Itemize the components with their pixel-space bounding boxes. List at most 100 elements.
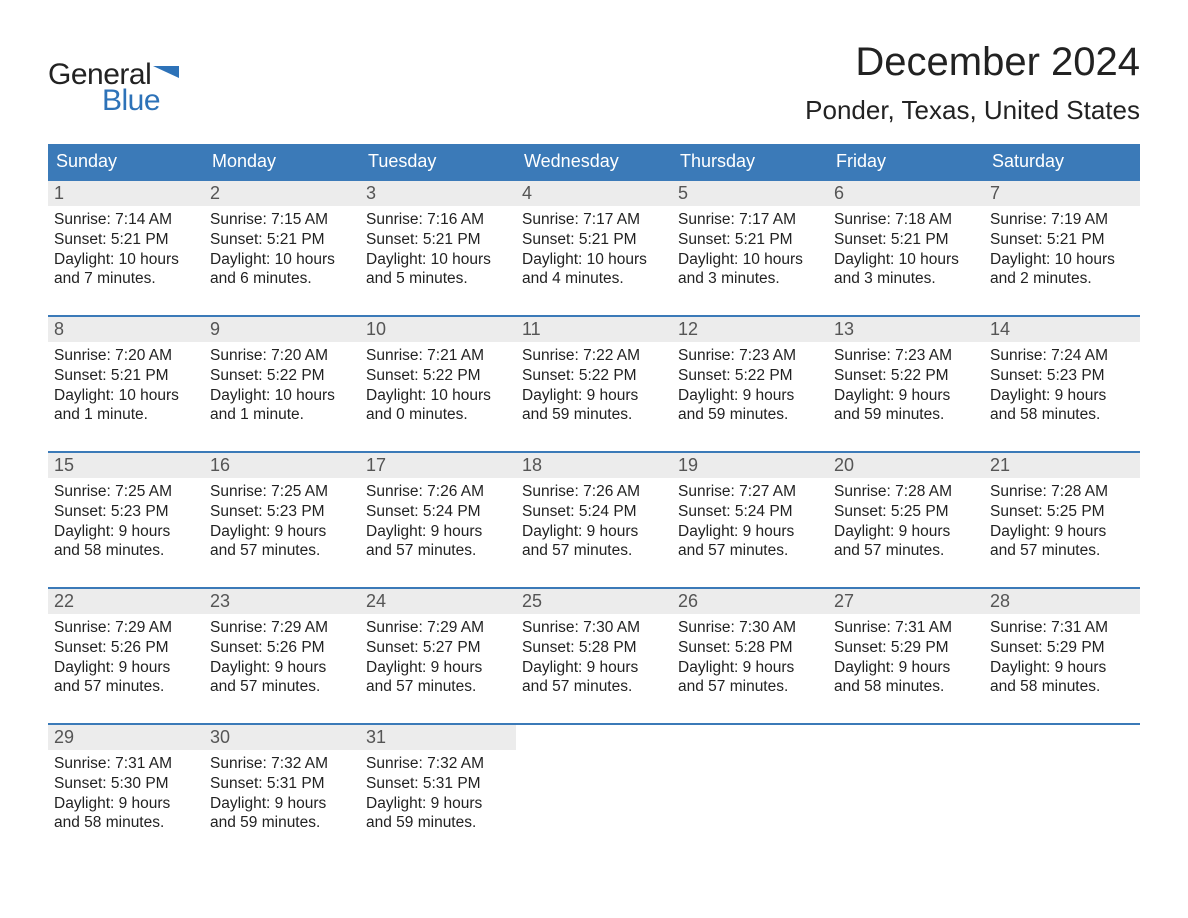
sunset-text: Sunset: 5:31 PM bbox=[366, 774, 510, 794]
daylight-text-1: Daylight: 9 hours bbox=[990, 658, 1134, 678]
sunset-text: Sunset: 5:29 PM bbox=[990, 638, 1134, 658]
calendar: Sunday Monday Tuesday Wednesday Thursday… bbox=[48, 144, 1140, 841]
day-number: 13 bbox=[828, 317, 984, 342]
day-cell: 10Sunrise: 7:21 AMSunset: 5:22 PMDayligh… bbox=[360, 317, 516, 433]
daylight-text-2: and 6 minutes. bbox=[210, 269, 354, 289]
day-body: Sunrise: 7:30 AMSunset: 5:28 PMDaylight:… bbox=[516, 614, 672, 701]
daylight-text-2: and 57 minutes. bbox=[990, 541, 1134, 561]
weekday-tue: Tuesday bbox=[360, 144, 516, 179]
daylight-text-1: Daylight: 9 hours bbox=[210, 794, 354, 814]
day-number: 17 bbox=[360, 453, 516, 478]
daylight-text-2: and 59 minutes. bbox=[834, 405, 978, 425]
day-cell: 2Sunrise: 7:15 AMSunset: 5:21 PMDaylight… bbox=[204, 181, 360, 297]
daylight-text-1: Daylight: 9 hours bbox=[522, 522, 666, 542]
daylight-text-1: Daylight: 9 hours bbox=[54, 658, 198, 678]
daylight-text-2: and 0 minutes. bbox=[366, 405, 510, 425]
day-cell: 22Sunrise: 7:29 AMSunset: 5:26 PMDayligh… bbox=[48, 589, 204, 705]
sunrise-text: Sunrise: 7:14 AM bbox=[54, 210, 198, 230]
sunrise-text: Sunrise: 7:19 AM bbox=[990, 210, 1134, 230]
day-number: 16 bbox=[204, 453, 360, 478]
day-number: 7 bbox=[984, 181, 1140, 206]
day-cell: 23Sunrise: 7:29 AMSunset: 5:26 PMDayligh… bbox=[204, 589, 360, 705]
day-number: 8 bbox=[48, 317, 204, 342]
daylight-text-1: Daylight: 10 hours bbox=[678, 250, 822, 270]
day-cell: 1Sunrise: 7:14 AMSunset: 5:21 PMDaylight… bbox=[48, 181, 204, 297]
daylight-text-1: Daylight: 9 hours bbox=[834, 386, 978, 406]
weekday-header: Sunday Monday Tuesday Wednesday Thursday… bbox=[48, 144, 1140, 179]
day-body: Sunrise: 7:18 AMSunset: 5:21 PMDaylight:… bbox=[828, 206, 984, 293]
day-cell: .. bbox=[516, 725, 672, 841]
day-number: 10 bbox=[360, 317, 516, 342]
daylight-text-1: Daylight: 9 hours bbox=[678, 658, 822, 678]
sunrise-text: Sunrise: 7:31 AM bbox=[54, 754, 198, 774]
day-cell: 28Sunrise: 7:31 AMSunset: 5:29 PMDayligh… bbox=[984, 589, 1140, 705]
daylight-text-1: Daylight: 9 hours bbox=[522, 658, 666, 678]
sunset-text: Sunset: 5:30 PM bbox=[54, 774, 198, 794]
daylight-text-2: and 7 minutes. bbox=[54, 269, 198, 289]
sunrise-text: Sunrise: 7:29 AM bbox=[366, 618, 510, 638]
sunset-text: Sunset: 5:24 PM bbox=[522, 502, 666, 522]
sunrise-text: Sunrise: 7:24 AM bbox=[990, 346, 1134, 366]
daylight-text-1: Daylight: 9 hours bbox=[834, 658, 978, 678]
sunset-text: Sunset: 5:28 PM bbox=[678, 638, 822, 658]
day-number: 28 bbox=[984, 589, 1140, 614]
sunset-text: Sunset: 5:31 PM bbox=[210, 774, 354, 794]
day-cell: 14Sunrise: 7:24 AMSunset: 5:23 PMDayligh… bbox=[984, 317, 1140, 433]
day-body: Sunrise: 7:31 AMSunset: 5:29 PMDaylight:… bbox=[828, 614, 984, 701]
sunrise-text: Sunrise: 7:31 AM bbox=[834, 618, 978, 638]
day-number: 31 bbox=[360, 725, 516, 750]
weekday-mon: Monday bbox=[204, 144, 360, 179]
logo-text-blue: Blue bbox=[102, 84, 160, 118]
day-cell: 4Sunrise: 7:17 AMSunset: 5:21 PMDaylight… bbox=[516, 181, 672, 297]
daylight-text-1: Daylight: 9 hours bbox=[834, 522, 978, 542]
day-body: Sunrise: 7:32 AMSunset: 5:31 PMDaylight:… bbox=[360, 750, 516, 837]
daylight-text-2: and 59 minutes. bbox=[210, 813, 354, 833]
daylight-text-2: and 57 minutes. bbox=[210, 541, 354, 561]
weekday-fri: Friday bbox=[828, 144, 984, 179]
sunrise-text: Sunrise: 7:25 AM bbox=[54, 482, 198, 502]
day-number: 11 bbox=[516, 317, 672, 342]
daylight-text-2: and 59 minutes. bbox=[366, 813, 510, 833]
daylight-text-2: and 58 minutes. bbox=[990, 677, 1134, 697]
sunset-text: Sunset: 5:26 PM bbox=[210, 638, 354, 658]
daylight-text-1: Daylight: 9 hours bbox=[366, 522, 510, 542]
sunset-text: Sunset: 5:24 PM bbox=[366, 502, 510, 522]
daylight-text-2: and 58 minutes. bbox=[54, 813, 198, 833]
sunrise-text: Sunrise: 7:31 AM bbox=[990, 618, 1134, 638]
day-cell: 21Sunrise: 7:28 AMSunset: 5:25 PMDayligh… bbox=[984, 453, 1140, 569]
day-body: Sunrise: 7:20 AMSunset: 5:21 PMDaylight:… bbox=[48, 342, 204, 429]
day-body: Sunrise: 7:17 AMSunset: 5:21 PMDaylight:… bbox=[672, 206, 828, 293]
day-number: 23 bbox=[204, 589, 360, 614]
sunset-text: Sunset: 5:21 PM bbox=[522, 230, 666, 250]
title-block: December 2024 Ponder, Texas, United Stat… bbox=[805, 40, 1140, 126]
sunrise-text: Sunrise: 7:22 AM bbox=[522, 346, 666, 366]
day-cell: 31Sunrise: 7:32 AMSunset: 5:31 PMDayligh… bbox=[360, 725, 516, 841]
day-body: Sunrise: 7:29 AMSunset: 5:26 PMDaylight:… bbox=[204, 614, 360, 701]
daylight-text-1: Daylight: 9 hours bbox=[54, 522, 198, 542]
day-cell: 20Sunrise: 7:28 AMSunset: 5:25 PMDayligh… bbox=[828, 453, 984, 569]
day-body: Sunrise: 7:26 AMSunset: 5:24 PMDaylight:… bbox=[516, 478, 672, 565]
day-body: Sunrise: 7:19 AMSunset: 5:21 PMDaylight:… bbox=[984, 206, 1140, 293]
day-cell: .. bbox=[828, 725, 984, 841]
day-body: Sunrise: 7:21 AMSunset: 5:22 PMDaylight:… bbox=[360, 342, 516, 429]
day-number: 20 bbox=[828, 453, 984, 478]
day-number: 29 bbox=[48, 725, 204, 750]
week-row: 15Sunrise: 7:25 AMSunset: 5:23 PMDayligh… bbox=[48, 451, 1140, 569]
day-cell: 15Sunrise: 7:25 AMSunset: 5:23 PMDayligh… bbox=[48, 453, 204, 569]
sunset-text: Sunset: 5:21 PM bbox=[54, 230, 198, 250]
sunset-text: Sunset: 5:27 PM bbox=[366, 638, 510, 658]
day-cell: 29Sunrise: 7:31 AMSunset: 5:30 PMDayligh… bbox=[48, 725, 204, 841]
daylight-text-1: Daylight: 10 hours bbox=[366, 250, 510, 270]
day-number: 22 bbox=[48, 589, 204, 614]
day-number: 27 bbox=[828, 589, 984, 614]
day-cell: 19Sunrise: 7:27 AMSunset: 5:24 PMDayligh… bbox=[672, 453, 828, 569]
day-cell: .. bbox=[984, 725, 1140, 841]
day-number: 5 bbox=[672, 181, 828, 206]
day-body: Sunrise: 7:31 AMSunset: 5:29 PMDaylight:… bbox=[984, 614, 1140, 701]
weekday-sat: Saturday bbox=[984, 144, 1140, 179]
daylight-text-1: Daylight: 9 hours bbox=[366, 658, 510, 678]
day-cell: 11Sunrise: 7:22 AMSunset: 5:22 PMDayligh… bbox=[516, 317, 672, 433]
sunrise-text: Sunrise: 7:26 AM bbox=[366, 482, 510, 502]
day-number: 18 bbox=[516, 453, 672, 478]
sunrise-text: Sunrise: 7:23 AM bbox=[834, 346, 978, 366]
